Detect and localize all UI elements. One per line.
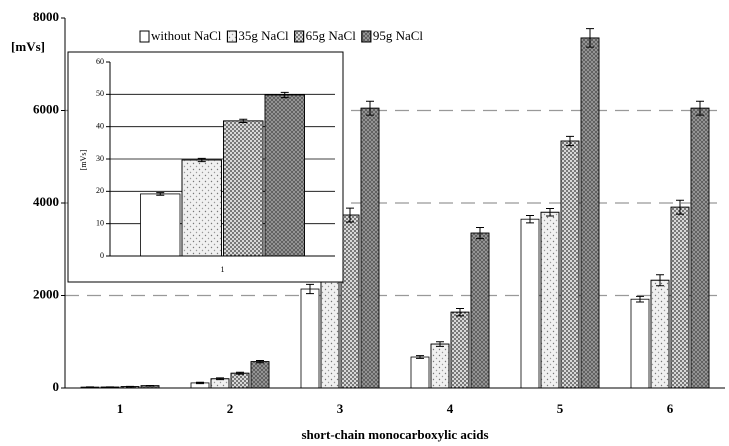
error-bar	[656, 274, 664, 287]
y-tick-label: 50	[96, 89, 104, 98]
y-tick-label: 2000	[33, 286, 59, 301]
error-bar	[546, 208, 554, 217]
bar-pattern	[560, 140, 580, 389]
error-bar	[156, 192, 165, 196]
y-tick-label: 6000	[33, 101, 59, 116]
error-bar	[239, 118, 248, 123]
legend-label: without NaCl	[151, 28, 222, 43]
x-tick-label: 1	[221, 265, 225, 274]
main-chart: 0 2000 4000 6000 8000 1 2 3 4 5 6 [mVs] short-chain …	[11, 9, 725, 442]
bar-pattern	[264, 94, 305, 257]
error-bar	[197, 157, 206, 163]
legend-swatch	[139, 30, 150, 43]
error-bar	[476, 227, 484, 240]
bar-pattern	[250, 361, 270, 389]
legend-label: 95g NaCl	[373, 28, 424, 43]
error-bar	[526, 214, 534, 224]
error-bar	[416, 355, 424, 359]
bar-pattern	[181, 159, 222, 257]
x-tick-label: 6	[667, 401, 674, 416]
x-tick-label: 1	[117, 401, 124, 416]
bar-pattern	[580, 37, 600, 389]
y-tick-label: 20	[96, 186, 104, 195]
y-axis-label: [mVs]	[79, 149, 88, 170]
bar-pattern	[320, 277, 340, 389]
error-bar	[366, 100, 374, 116]
error-bar	[216, 377, 224, 381]
y-tick-label: 10	[96, 218, 104, 227]
y-tick-label: 60	[96, 57, 104, 66]
legend-label: 35g NaCl	[238, 28, 289, 43]
error-bar	[436, 341, 444, 347]
bar	[410, 356, 430, 389]
bar-pattern	[450, 311, 470, 389]
bar	[300, 288, 320, 389]
error-bar	[306, 283, 314, 295]
bar-pattern	[690, 107, 710, 389]
y-tick-label: 8000	[33, 9, 59, 24]
bar-pattern	[470, 232, 490, 389]
legend-swatch-pattern	[294, 30, 305, 43]
bar-pattern	[650, 279, 670, 389]
bar-pattern	[430, 343, 450, 389]
error-bar	[196, 381, 204, 385]
error-bar	[236, 371, 244, 375]
inset-chart: 0 10 20 30 40 50 60 1 [mVs]	[67, 51, 344, 283]
y-tick-label: 30	[96, 154, 104, 163]
x-tick-label: 4	[447, 401, 454, 416]
x-tick-label: 3	[337, 401, 344, 416]
y-tick-label: 0	[100, 251, 104, 260]
y-tick-label: 0	[53, 379, 60, 394]
error-bar	[696, 100, 704, 116]
bar	[630, 298, 650, 389]
y-tick-label: 40	[96, 121, 104, 130]
legend-swatch-pattern	[226, 30, 237, 43]
error-bar	[586, 28, 594, 48]
error-bar	[280, 91, 289, 99]
bar-pattern	[223, 120, 264, 257]
error-bar	[346, 207, 354, 223]
error-bar	[566, 135, 574, 147]
y-tick-label: 4000	[33, 194, 59, 209]
error-bar	[636, 295, 644, 303]
legend-swatch-pattern	[361, 30, 372, 43]
error-bar	[676, 199, 684, 215]
legend-label: 65g NaCl	[306, 28, 357, 43]
error-bar	[256, 359, 264, 364]
bar-pattern	[230, 372, 250, 389]
y-axis-label: [mVs]	[11, 39, 45, 54]
bar-pattern	[340, 214, 360, 389]
bar-pattern	[670, 206, 690, 389]
x-tick-label: 5	[557, 401, 564, 416]
bar	[520, 218, 540, 389]
bar-pattern	[540, 211, 560, 389]
error-bar	[456, 307, 464, 317]
x-axis-label: short-chain monocarboxylic acids	[301, 427, 488, 442]
bar	[140, 193, 181, 257]
bar-pattern	[360, 107, 380, 389]
x-tick-label: 2	[227, 401, 234, 416]
